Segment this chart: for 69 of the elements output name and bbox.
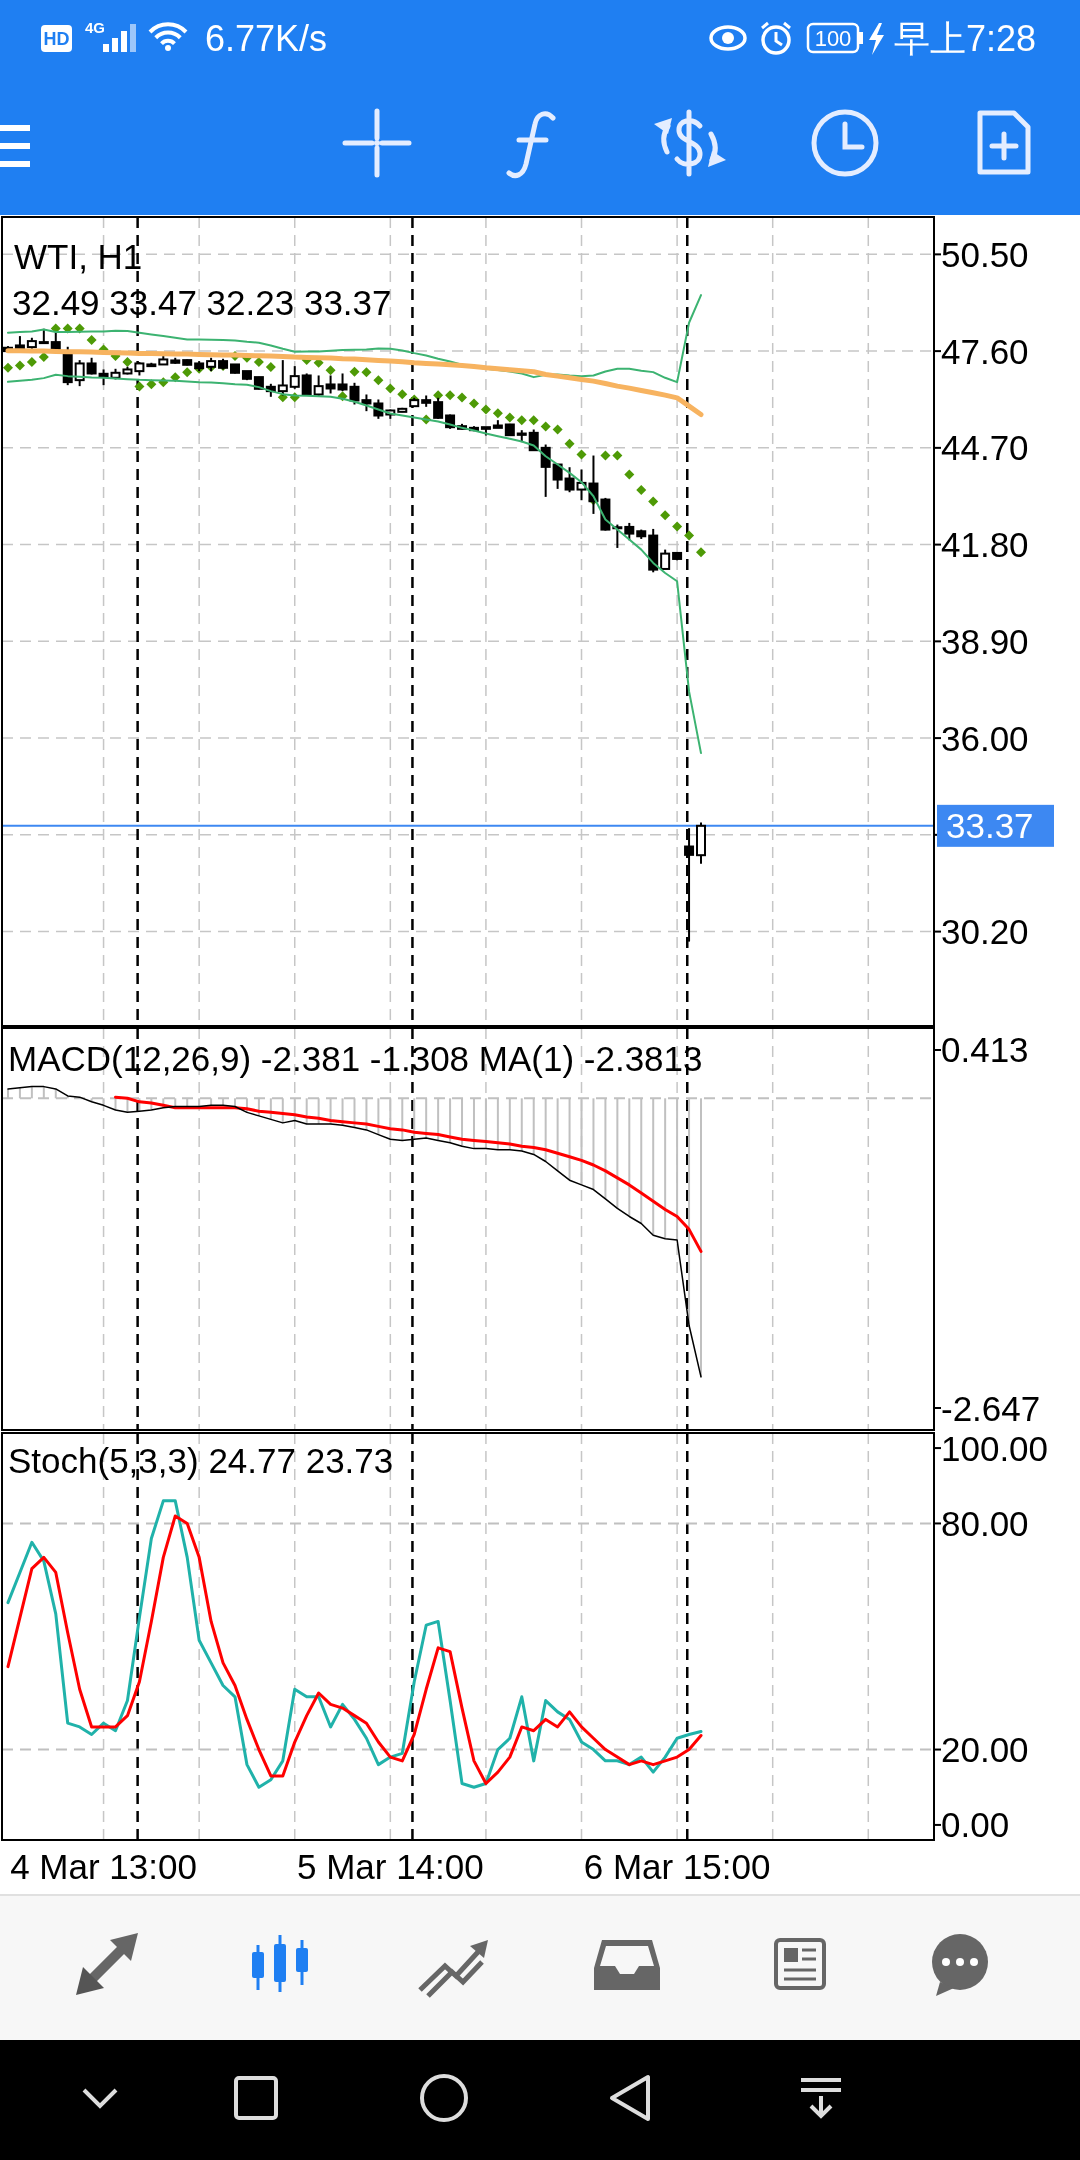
y-tick-label: 30.20 (941, 912, 1029, 952)
point (564, 438, 575, 449)
annotation: 100 (814, 26, 852, 51)
y-tick-label: 36.00 (941, 718, 1029, 758)
point (433, 390, 444, 401)
y-tick-label: 38.90 (941, 621, 1029, 661)
point (648, 496, 659, 507)
y-tick-label: 100.00 (941, 1428, 1049, 1468)
point (325, 365, 336, 376)
ref-line-label: 33.37 (946, 806, 1034, 846)
candlestick (564, 466, 575, 494)
y-tick-label: 50.50 (941, 234, 1029, 274)
point (385, 383, 396, 394)
point (170, 372, 181, 383)
point (468, 398, 479, 409)
y-tick-label: 41.80 (941, 525, 1029, 565)
point (576, 449, 587, 460)
candlestick (552, 462, 563, 490)
point (480, 404, 491, 415)
chart-title: MACD(12,26,9) -2.381 -1.308 MA(1) -2.3813 (8, 1038, 703, 1078)
y-tick-label: 20.00 (941, 1730, 1029, 1770)
annotation: 早上7:28 (893, 17, 1036, 59)
y-tick-label: -2.647 (941, 1388, 1041, 1428)
text: WTI, H1 (14, 236, 143, 276)
point (492, 408, 503, 419)
y-tick-label: 44.70 (941, 428, 1029, 468)
point (660, 510, 671, 521)
point (540, 421, 551, 432)
point (504, 412, 515, 423)
point (552, 424, 563, 435)
candlestick (74, 359, 85, 388)
point (349, 366, 360, 377)
annotation: 6.77K/s (205, 17, 328, 59)
point (26, 357, 37, 368)
point (528, 415, 539, 426)
y-tick-label: 0.413 (941, 1030, 1029, 1070)
point (672, 521, 683, 532)
point (600, 450, 611, 461)
annotation: 4G (85, 18, 105, 36)
point (696, 547, 706, 558)
y-tick-label: 47.60 (941, 331, 1029, 371)
point (516, 415, 527, 426)
y-tick-label: 80.00 (941, 1503, 1029, 1543)
ref-label: 33.37 (937, 804, 1054, 847)
point (182, 367, 193, 378)
chart-title: Stoch(5,3,3) 24.77 23.73 (8, 1440, 394, 1480)
point (457, 392, 468, 403)
point (146, 379, 157, 390)
point (134, 381, 145, 392)
point (373, 375, 384, 386)
point (122, 357, 133, 368)
point (397, 389, 408, 400)
point (253, 357, 264, 368)
point (445, 390, 456, 401)
annotation: HD (41, 25, 72, 52)
point (2, 362, 13, 373)
candlestick (660, 548, 671, 570)
point (361, 367, 372, 378)
y-tick-label: 0.00 (941, 1805, 1010, 1845)
point (14, 360, 25, 371)
point (265, 362, 276, 373)
point (636, 484, 647, 495)
point (684, 530, 695, 541)
point (38, 352, 49, 363)
point (86, 335, 97, 346)
point (624, 469, 635, 480)
text: 32.49 33.47 32.23 33.37 (12, 282, 392, 322)
point (612, 450, 623, 461)
candlestick (289, 365, 300, 390)
